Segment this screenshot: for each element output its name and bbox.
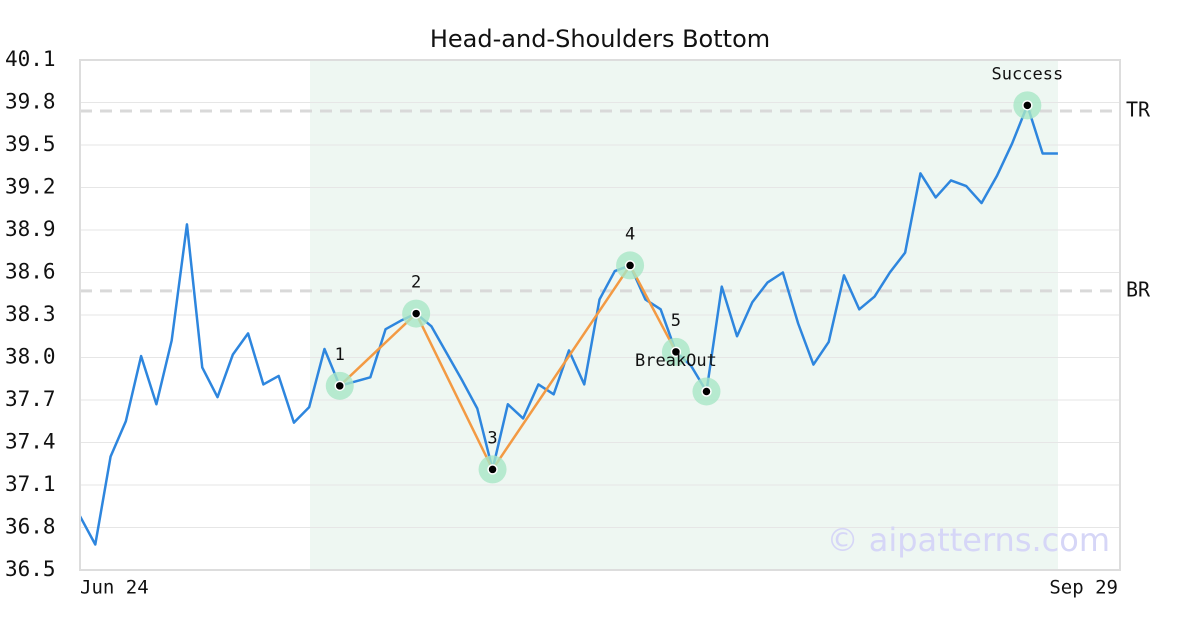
marker-label: 2 [411,273,421,293]
marker-label: 1 [335,345,345,365]
marker-label: 5 [671,311,681,331]
marker-note: BreakOut [635,351,717,371]
x-tick-label: Jun 24 [80,577,149,599]
y-tick-label: 37.7 [5,387,56,411]
plot-frame [79,59,1121,571]
marker-label: 4 [625,224,635,244]
marker [670,346,682,358]
y-tick-label: 38.0 [5,345,56,369]
marker [487,464,498,475]
marker [1022,100,1033,111]
y-tick-label: 37.1 [5,472,56,496]
chart-title: Head-and-Shoulders Bottom [430,25,770,53]
marker-label: 3 [487,428,497,448]
y-tick-label: 39.2 [5,175,56,199]
price-line [78,104,1058,546]
level-label: TR [1126,98,1151,122]
marker [410,308,422,319]
y-tick-label: 36.8 [5,515,56,539]
y-tick-label: 38.3 [5,302,56,326]
y-tick-label: 39.8 [5,90,56,114]
marker [624,260,636,271]
watermark: © aipatterns.com [827,521,1110,559]
y-tick-label: 39.5 [5,132,56,156]
marker-label: Success [992,64,1064,84]
marker [334,380,346,392]
level-label: BR [1126,277,1151,301]
y-tick-label: 36.5 [5,557,56,581]
x-tick-label: Sep 29 [1049,577,1118,599]
y-tick-label: 38.6 [5,260,56,284]
y-tick-label: 40.1 [5,47,56,71]
y-tick-label: 38.9 [5,217,56,241]
marker [701,386,712,397]
y-tick-label: 37.4 [5,430,56,454]
